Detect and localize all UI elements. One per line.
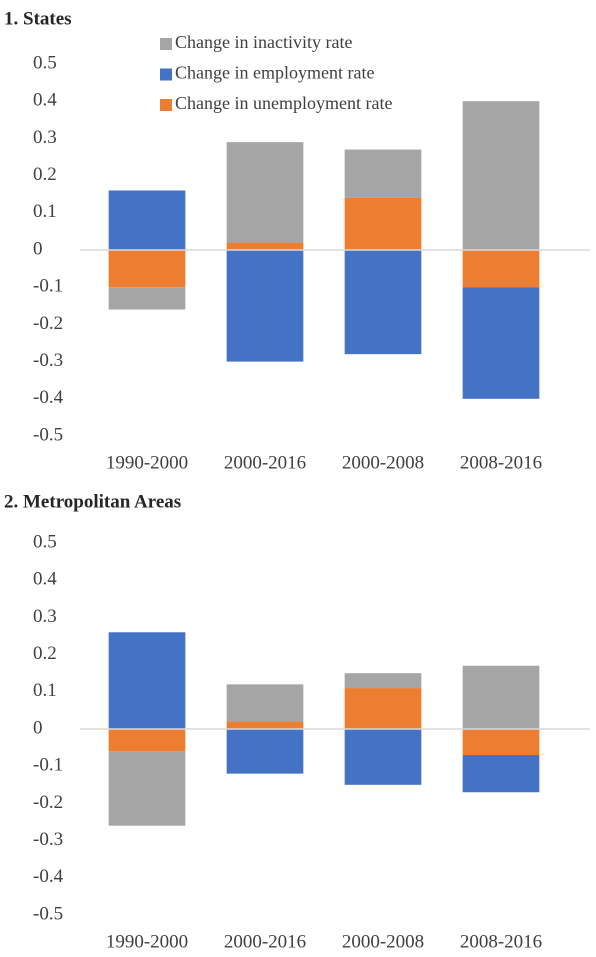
y-tick-label: 0.4 xyxy=(33,569,57,590)
legend-label: Change in unemployment rate xyxy=(175,93,392,113)
legend-label: Change in inactivity rate xyxy=(175,32,352,52)
y-tick-label: -0.2 xyxy=(33,313,63,334)
legend-label: Change in employment rate xyxy=(175,63,374,83)
y-tick-label: 0.1 xyxy=(33,201,57,222)
bar-segment xyxy=(344,250,422,355)
bar-segment xyxy=(226,721,304,729)
y-tick-label: -0.1 xyxy=(33,755,63,776)
bar-segment xyxy=(226,250,304,362)
x-tick-label: 2008-2016 xyxy=(460,931,542,952)
bar-segment xyxy=(226,729,304,774)
bar-segment xyxy=(108,632,186,729)
bar-segment xyxy=(108,250,186,288)
bar-segment xyxy=(462,665,540,729)
bar-segment xyxy=(108,751,186,826)
y-tick-label: -0.3 xyxy=(33,829,63,850)
y-tick-label: 0.5 xyxy=(33,52,57,73)
y-tick-label: -0.4 xyxy=(33,387,64,408)
bar-segment xyxy=(226,142,304,243)
y-tick-label: 0.3 xyxy=(33,606,57,627)
x-tick-label: 2000-2016 xyxy=(224,931,306,952)
y-tick-label: 0.3 xyxy=(33,127,57,148)
y-tick-label: 0.2 xyxy=(33,643,57,664)
bar-segment xyxy=(462,250,540,288)
bar-segment xyxy=(462,729,540,756)
bar-segment xyxy=(108,287,186,310)
y-tick-label: -0.5 xyxy=(33,903,63,924)
x-tick-label: 2000-2008 xyxy=(342,931,424,952)
y-tick-label: 0 xyxy=(33,238,43,259)
bar-segment xyxy=(462,101,540,250)
legend-swatch xyxy=(160,38,172,50)
bar-segment xyxy=(344,149,422,198)
x-tick-label: 1990-2000 xyxy=(106,931,188,952)
x-tick-label: 2000-2016 xyxy=(224,452,306,473)
bar-segment xyxy=(108,729,186,752)
legend-swatch xyxy=(160,99,172,111)
legend-swatch xyxy=(160,68,172,81)
y-tick-label: 0 xyxy=(33,717,43,738)
y-tick-label: -0.4 xyxy=(33,866,64,887)
chart-title: 2. Metropolitan Areas xyxy=(4,491,181,512)
y-tick-label: 0.1 xyxy=(33,680,57,701)
y-tick-label: 0.2 xyxy=(33,164,57,185)
y-tick-label: -0.1 xyxy=(33,276,63,297)
y-tick-label: 0.4 xyxy=(33,90,57,111)
bar-segment xyxy=(226,684,304,722)
bar-segment xyxy=(344,688,422,729)
x-tick-label: 2008-2016 xyxy=(460,452,542,473)
bar-segment xyxy=(462,755,540,793)
bar-segment xyxy=(462,287,540,399)
y-tick-label: -0.2 xyxy=(33,792,63,813)
x-tick-label: 1990-2000 xyxy=(106,452,188,473)
bar-segment xyxy=(344,673,422,689)
y-tick-label: 0.5 xyxy=(33,531,57,552)
y-tick-label: -0.5 xyxy=(33,424,63,445)
chart-title: 1. States xyxy=(4,8,72,29)
bar-segment xyxy=(344,729,422,785)
bar-segment xyxy=(108,190,186,250)
bar-segment xyxy=(226,242,304,250)
bar-segment xyxy=(344,197,422,250)
y-tick-label: -0.3 xyxy=(33,350,63,371)
x-tick-label: 2000-2008 xyxy=(342,452,424,473)
